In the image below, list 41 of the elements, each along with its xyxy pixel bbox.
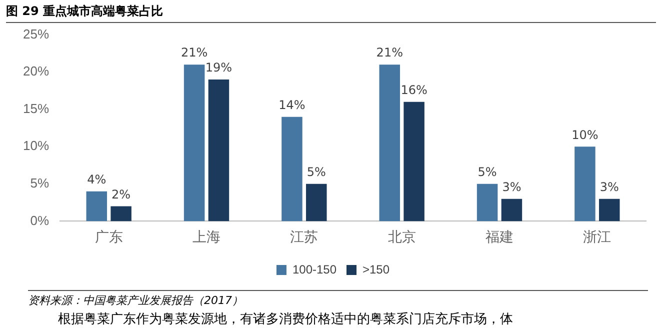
data-label: 21% [376,46,403,60]
bar [184,64,205,222]
y-tick-label: 25% [22,26,50,42]
y-tick-label: 15% [22,100,50,116]
x-tick-label: 福建 [486,228,514,244]
bar [110,206,132,222]
bar [501,198,522,222]
legend-label: 100-150 [292,262,337,276]
text: 根据粤菜广东作为粤菜发源地，有诸多消费价格适中的粤菜系门店充斥市场，体 [58,311,513,328]
text: 资料来源：中国粤菜产业发展报告（2017） [28,290,648,308]
y-tick-label: 20% [22,64,50,79]
data-label: 4% [87,172,106,186]
bar [599,198,620,222]
x-tick-label: 北京 [388,228,416,244]
data-label: 5% [478,165,497,180]
data-label: 3% [600,180,619,194]
data-label: 14% [278,98,306,112]
y-tick-label: 5% [30,176,50,190]
y-tick-label: 10% [22,138,50,154]
data-label: 16% [400,83,428,98]
data-label: 5% [306,165,326,180]
x-tick-label: 广东 [94,228,123,244]
bar [208,80,230,222]
bar [86,191,108,222]
data-label: 3% [502,180,522,194]
bar [476,184,498,222]
data-label: 10% [572,128,598,142]
legend-label: >150 [362,262,390,276]
bar [306,184,327,222]
bar [574,146,596,222]
chart-title: 图 29 重点城市高端粤菜占比 [6,3,656,23]
data-label: 21% [180,46,208,60]
x-tick-label: 上海 [192,228,221,244]
x-tick-label: 江苏 [290,228,318,244]
bar [404,102,424,222]
bar [379,64,400,222]
x-tick-label: 浙江 [583,228,612,244]
y-tick-label: 0% [30,212,50,228]
bar [282,116,302,222]
data-label: 2% [112,187,131,202]
data-label: 19% [205,60,232,75]
